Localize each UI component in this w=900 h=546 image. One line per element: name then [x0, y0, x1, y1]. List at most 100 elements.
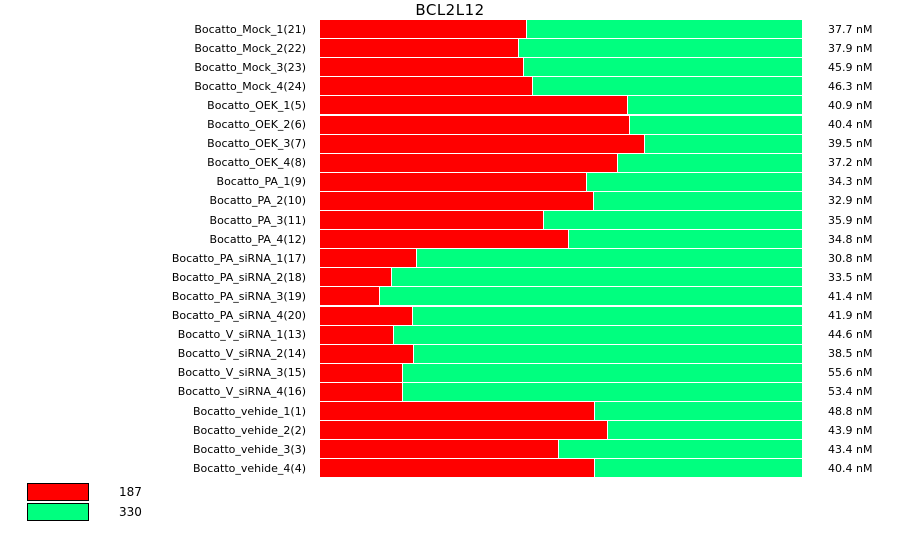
row-value-label: 37.2 nM — [828, 156, 873, 170]
row-label: Bocatto_V_siRNA_2(14) — [177, 347, 306, 361]
row-label: Bocatto_V_siRNA_1(13) — [177, 328, 306, 342]
legend-label: 330 — [119, 505, 142, 519]
row-value-label: 46.3 nM — [828, 79, 873, 93]
bar-segment-187 — [320, 230, 568, 249]
row-label: Bocatto_OEK_4(8) — [207, 156, 306, 170]
row-value-label: 40.9 nM — [828, 98, 873, 112]
row-value-label: 45.9 nM — [828, 60, 873, 74]
bar-segment-187 — [320, 172, 586, 191]
row-value-label: 35.9 nM — [828, 213, 873, 227]
bar-segment-187 — [320, 459, 594, 478]
legend-label: 187 — [119, 485, 142, 499]
row-value-label: 40.4 nM — [828, 118, 873, 131]
bar-segment-330 — [628, 96, 802, 115]
row-value-label: 30.8 nM — [828, 251, 873, 265]
bar-segment-187 — [320, 211, 543, 229]
bar-segment-330 — [380, 287, 802, 306]
bar-segment-330 — [527, 20, 802, 38]
chart-title: BCL2L12 — [415, 1, 485, 19]
row-value-label: 43.4 nM — [828, 442, 873, 456]
row-label: Bocatto_PA_3(11) — [209, 213, 306, 227]
row-value-label: 37.7 nM — [828, 22, 873, 36]
bar-segment-187 — [320, 344, 413, 363]
bar-segment-187 — [320, 39, 518, 58]
row-label: Bocatto_OEK_1(5) — [207, 98, 306, 112]
row-label: Bocatto_PA_siRNA_4(20) — [171, 309, 306, 322]
bar-segment-187 — [320, 96, 627, 115]
row-label: Bocatto_Mock_3(23) — [194, 60, 306, 74]
bar-segment-330 — [544, 211, 802, 229]
row-value-label: 53.4 nM — [828, 385, 873, 399]
bar-segment-187 — [320, 20, 526, 38]
bar-segment-187 — [320, 249, 416, 268]
row-value-label: 43.9 nM — [828, 423, 873, 437]
bar-segment-330 — [587, 172, 802, 191]
row-value-label: 34.3 nM — [828, 175, 873, 189]
row-label: Bocatto_PA_siRNA_2(18) — [171, 270, 306, 284]
bar-segment-330 — [394, 325, 802, 344]
row-value-label: 48.8 nM — [828, 404, 873, 418]
row-label: Bocatto_vehide_1(1) — [192, 404, 306, 418]
row-value-label: 39.5 nM — [828, 137, 873, 151]
bar-segment-330 — [414, 344, 802, 363]
bar-segment-330 — [618, 153, 802, 172]
row-label: Bocatto_vehide_2(2) — [192, 423, 306, 437]
bar-segment-330 — [417, 249, 802, 268]
bar-segment-330 — [594, 191, 802, 210]
row-label: Bocatto_vehide_3(3) — [192, 442, 306, 456]
row-label: Bocatto_PA_4(12) — [209, 232, 306, 246]
row-label: Bocatto_Mock_4(24) — [194, 79, 306, 93]
bar-segment-187 — [320, 58, 523, 77]
bar-segment-187 — [320, 363, 402, 382]
bar-segment-330 — [533, 77, 802, 96]
row-value-label: 34.8 nM — [828, 232, 873, 246]
row-value-label: 55.6 nM — [828, 366, 873, 380]
bar-segment-330 — [645, 134, 802, 153]
bar-segment-187 — [320, 287, 379, 306]
row-value-label: 40.4 nM — [828, 461, 873, 475]
bar-segment-187 — [320, 268, 391, 287]
row-value-label: 33.5 nM — [828, 270, 873, 284]
row-label: Bocatto_Mock_2(22) — [194, 41, 306, 55]
bar-segment-330 — [524, 58, 802, 77]
bar-segment-330 — [595, 459, 802, 478]
bar-segment-187 — [320, 306, 412, 325]
row-value-label: 44.6 nM — [828, 328, 873, 342]
row-label: Bocatto_V_siRNA_4(16) — [177, 385, 306, 399]
row-label: Bocatto_PA_siRNA_1(17) — [171, 251, 306, 265]
bar-segment-187 — [320, 153, 617, 172]
row-value-label: 41.4 nM — [828, 289, 873, 303]
bar-segment-187 — [320, 402, 594, 420]
legend-swatch-330 — [27, 503, 89, 521]
row-label: Bocatto_Mock_1(21) — [194, 22, 306, 36]
row-value-label: 41.9 nM — [828, 309, 873, 322]
row-label: Bocatto_vehide_4(4) — [192, 461, 306, 475]
row-value-label: 38.5 nM — [828, 347, 873, 361]
row-label: Bocatto_OEK_2(6) — [207, 118, 306, 131]
bar-segment-187 — [320, 325, 393, 344]
row-value-label: 32.9 nM — [828, 194, 873, 208]
bar-segment-330 — [392, 268, 802, 287]
row-label: Bocatto_OEK_3(7) — [207, 137, 306, 151]
bar-segment-187 — [320, 382, 402, 401]
row-label: Bocatto_PA_siRNA_3(19) — [171, 289, 306, 303]
bar-segment-330 — [559, 440, 802, 459]
bar-segment-330 — [519, 39, 802, 58]
row-label: Bocatto_PA_2(10) — [209, 194, 306, 208]
bar-segment-330 — [403, 363, 802, 382]
legend-swatch-187 — [27, 483, 89, 501]
bar-segment-187 — [320, 115, 629, 134]
bar-segment-330 — [569, 230, 802, 249]
bar-segment-187 — [320, 440, 558, 459]
row-value-label: 37.9 nM — [828, 41, 873, 55]
bar-segment-330 — [608, 421, 802, 440]
bar-segment-330 — [413, 306, 802, 325]
bar-segment-330 — [630, 115, 802, 134]
bar-segment-187 — [320, 191, 593, 210]
row-label: Bocatto_V_siRNA_3(15) — [177, 366, 306, 380]
bar-segment-187 — [320, 134, 644, 153]
bar-segment-187 — [320, 77, 532, 96]
bar-segment-187 — [320, 421, 607, 440]
row-label: Bocatto_PA_1(9) — [216, 175, 306, 189]
